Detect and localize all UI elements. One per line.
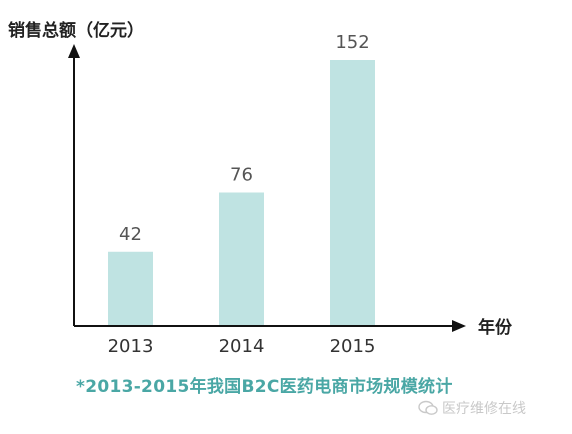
x-tick-label-2015: 2015 xyxy=(330,336,376,357)
chart-caption: *2013-2015年我国B2C医药电商市场规模统计 xyxy=(76,377,453,397)
watermark: 医疗维修在线 xyxy=(418,398,526,418)
bar-2014 xyxy=(219,192,264,325)
wechat-icon xyxy=(418,400,438,415)
bar-2015 xyxy=(330,60,375,325)
x-tick-label-2013: 2013 xyxy=(108,336,154,357)
bar-2013 xyxy=(108,251,153,325)
x-axis-label: 年份 xyxy=(478,317,513,338)
bars-group: 42 2013 76 2014 152 2015 xyxy=(108,32,376,357)
x-tick-label-2014: 2014 xyxy=(219,336,265,357)
watermark-text: 医疗维修在线 xyxy=(442,401,526,417)
y-axis-label: 销售总额（亿元） xyxy=(8,20,144,41)
y-axis-arrow xyxy=(68,44,80,58)
data-label-2013: 42 xyxy=(119,224,142,245)
data-label-2014: 76 xyxy=(230,165,253,186)
data-label-2015: 152 xyxy=(335,32,369,53)
x-axis-arrow xyxy=(452,320,466,332)
